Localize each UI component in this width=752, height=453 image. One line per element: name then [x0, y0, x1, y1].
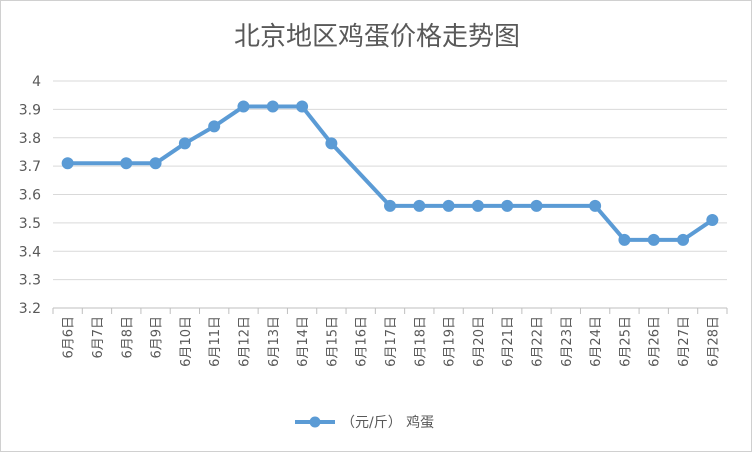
- x-tick-label: 6月12日: [237, 316, 252, 367]
- data-point: [618, 233, 631, 246]
- data-point: [208, 120, 221, 133]
- y-tick-label: 3.9: [19, 102, 41, 118]
- x-tick-label: 6月23日: [560, 316, 575, 367]
- data-point: [647, 233, 660, 246]
- x-tick-label: 6月11日: [208, 316, 223, 367]
- data-point: [413, 199, 426, 212]
- y-axis: 3.2 3.3 3.4 3.5 3.6 3.7 3.8 3.9 4: [19, 74, 41, 317]
- series-line: [65, 104, 715, 242]
- x-tick-label: 6月7日: [91, 316, 106, 359]
- data-point: [178, 137, 191, 150]
- x-tick-label: 6月24日: [589, 316, 604, 367]
- x-tick-label: 6月20日: [472, 316, 487, 367]
- y-tick-label: 3.6: [19, 188, 41, 204]
- x-tick-label: 6月8日: [120, 316, 135, 359]
- chart-title: 北京地区鸡蛋价格走势图: [234, 22, 520, 52]
- x-axis: 6月6日 6月7日 6月8日 6月9日 6月10日 6月11日 6月12日 6月13日 6月14…: [52, 307, 728, 367]
- x-tick-label: 6月10日: [179, 316, 194, 367]
- x-tick-label: 6月18日: [413, 316, 428, 367]
- x-tick-label: 6月13日: [267, 316, 282, 367]
- x-tick-label: 6月21日: [501, 316, 516, 367]
- y-tick-label: 3.8: [19, 131, 41, 147]
- x-tick-label: 6月28日: [706, 316, 721, 367]
- y-tick-label: 3.7: [19, 159, 41, 175]
- data-point: [384, 199, 396, 212]
- x-tick-label: 6月19日: [443, 316, 458, 367]
- y-tick-label: 3.3: [19, 273, 41, 289]
- data-point: [237, 100, 250, 113]
- grid-lines: [53, 80, 727, 281]
- x-tick-label: 6月14日: [296, 316, 311, 367]
- legend-label: （元/斤） 鸡蛋: [341, 414, 434, 431]
- x-tick-label: 6月15日: [325, 316, 340, 367]
- data-point: [325, 137, 338, 150]
- legend-marker: [309, 416, 321, 428]
- x-tick-label: 6月26日: [648, 316, 663, 367]
- x-tick-label: 6月27日: [677, 316, 692, 367]
- data-point: [296, 100, 309, 113]
- data-point: [471, 199, 484, 212]
- data-point: [442, 199, 455, 212]
- y-tick-label: 3.5: [19, 216, 41, 232]
- data-point: [706, 214, 719, 227]
- y-tick-label: 4: [32, 74, 41, 90]
- data-point: [61, 157, 74, 170]
- x-tick-label: 6月22日: [531, 316, 546, 367]
- data-point: [120, 157, 133, 170]
- plot-area: [61, 100, 719, 246]
- data-point: [149, 157, 162, 170]
- x-tick-label: 6月25日: [618, 316, 633, 367]
- x-tick-label: 6月17日: [384, 316, 399, 367]
- data-point: [677, 233, 690, 246]
- x-tick-label: 6月6日: [62, 316, 77, 359]
- data-point: [589, 199, 602, 212]
- y-tick-label: 3.2: [19, 301, 41, 317]
- data-point: [266, 100, 279, 113]
- y-tick-label: 3.4: [19, 244, 41, 260]
- data-point: [501, 199, 514, 212]
- data-point: [530, 199, 543, 212]
- x-tick-label: 6月16日: [355, 316, 370, 367]
- legend: （元/斤） 鸡蛋: [295, 414, 434, 431]
- x-tick-label: 6月9日: [150, 316, 165, 359]
